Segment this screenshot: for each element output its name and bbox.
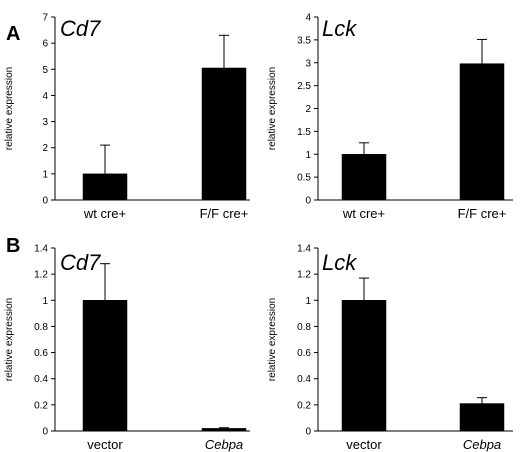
chart-1-y-tick-label: 5 [42,65,48,76]
chart-1-y-axis-label: relative expression [4,67,15,150]
chart-2-bar [341,154,387,201]
chart-3-bar [201,428,247,432]
chart-1-category-label: wt cre+ [83,206,126,221]
chart-3-y-tick-label: 0.4 [34,374,48,385]
chart-3-y-tick-label: 1.4 [34,244,48,255]
chart-1-bar [82,173,128,201]
chart-4-category-label: Cebpa [463,437,501,452]
chart-3-category-label: vector [87,437,123,452]
chart-4-y-tick-label: 1 [305,296,311,307]
chart-3-y-tick-label: 0.8 [34,322,48,333]
chart-3-y-tick-label: 1 [42,296,48,307]
chart-4-category-label: vector [346,437,382,452]
chart-2-category-label: wt cre+ [342,206,385,221]
chart-4-y-tick-label: 0.8 [297,322,311,333]
chart-4-title: Lck [322,250,357,275]
panel-letter-b: B [6,235,20,257]
chart-2-category-label: F/F cre+ [458,206,507,221]
chart-4-y-axis-label: relative expression [267,298,278,381]
chart-3-bar [82,300,128,432]
chart-2-y-tick-label: 4 [305,13,311,24]
chart-3-y-tick-label: 0.2 [34,400,48,411]
chart-1-y-tick-label: 0 [42,196,48,207]
chart-2-y-tick-label: 0.5 [297,173,311,184]
chart-2-y-tick-label: 2 [305,104,311,115]
chart-2-y-axis-label: relative expression [267,67,278,150]
chart-2-y-tick-label: 2.5 [297,81,311,92]
chart-1-title: Cd7 [60,16,101,41]
chart-3-y-axis-label: relative expression [4,298,15,381]
panel-letter-a: A [6,23,20,45]
chart-3-title: Cd7 [60,250,101,275]
chart-3-category-label: Cebpa [205,437,243,452]
chart-4-bar [459,403,505,432]
chart-4-y-tick-label: 0 [305,427,311,438]
chart-2-title: Lck [322,16,357,41]
chart-1-category-label: F/F cre+ [200,206,249,221]
chart-4-y-tick-label: 0.4 [297,374,311,385]
chart-1-y-tick-label: 1 [42,169,48,180]
chart-3-y-tick-label: 1.2 [34,270,48,281]
chart-2-y-tick-label: 1.5 [297,127,311,138]
chart-4-y-tick-label: 0.2 [297,400,311,411]
chart-4-y-tick-label: 0.6 [297,348,311,359]
chart-1-y-tick-label: 6 [42,39,48,50]
chart-3-y-tick-label: 0 [42,427,48,438]
chart-3-y-tick-label: 0.6 [34,348,48,359]
chart-1-y-tick-label: 2 [42,143,48,154]
chart-1-y-tick-label: 3 [42,117,48,128]
chart-1-y-tick-label: 7 [42,13,48,24]
chart-2-bar [459,63,505,201]
chart-4-bar [341,300,387,432]
chart-4-y-tick-label: 1.2 [297,270,311,281]
chart-1-y-tick-label: 4 [42,91,48,102]
chart-2-y-tick-label: 0 [305,196,311,207]
chart-1-bar [201,67,247,201]
chart-4-y-tick-label: 1.4 [297,244,311,255]
chart-2-y-tick-label: 3 [305,58,311,69]
chart-2-y-tick-label: 3.5 [297,35,311,46]
chart-2-y-tick-label: 1 [305,150,311,161]
